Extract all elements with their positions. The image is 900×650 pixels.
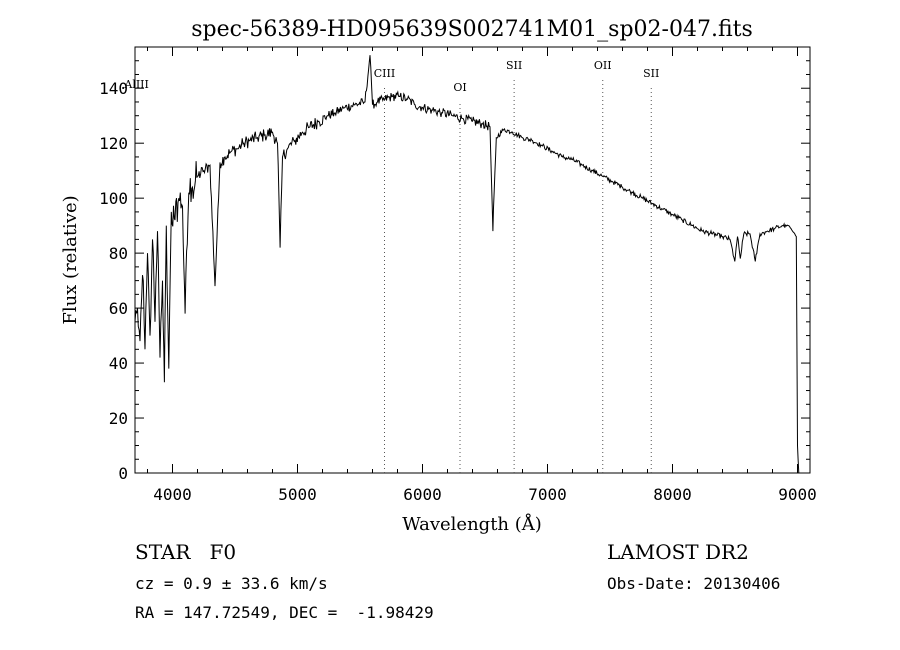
plot-border xyxy=(134,46,811,474)
survey-name: LAMOST DR2 xyxy=(607,540,749,564)
y-tick-labels: 0 20 40 60 80 100 120 140 xyxy=(99,79,128,483)
axis-ticks xyxy=(135,47,810,474)
annotation-label: AlIII xyxy=(123,78,149,91)
y-tick-label: 120 xyxy=(99,134,128,153)
y-tick-label: 80 xyxy=(109,244,128,263)
annotation-label: OI xyxy=(453,81,466,94)
obs-date-text: Obs-Date: 20130406 xyxy=(607,574,781,593)
annotation-label: OII xyxy=(594,59,612,72)
y-tick-label: 0 xyxy=(118,464,128,483)
coordinates-text: RA = 147.72549, DEC = -1.98429 xyxy=(135,603,434,622)
annotation-label: SII xyxy=(506,59,522,72)
line-annotations: AlIII CIII OI SII OII SII xyxy=(123,59,659,473)
redshift-text: cz = 0.9 ± 33.6 km/s xyxy=(135,574,328,593)
x-axis-label: Wavelength (Å) xyxy=(402,513,542,535)
x-tick-label: 5000 xyxy=(278,485,317,504)
x-tick-labels: 4000 5000 6000 7000 8000 9000 xyxy=(153,485,817,504)
x-tick-label: 9000 xyxy=(778,485,817,504)
y-tick-label: 20 xyxy=(109,409,128,428)
y-tick-label: 100 xyxy=(99,189,128,208)
x-tick-label: 6000 xyxy=(403,485,442,504)
annotation-label: CIII xyxy=(374,67,395,80)
x-tick-label: 8000 xyxy=(653,485,692,504)
y-axis-label: Flux (relative) xyxy=(60,195,81,324)
y-tick-label: 40 xyxy=(109,354,128,373)
chart-title: spec-56389-HD095639S002741M01_sp02-047.f… xyxy=(191,17,753,42)
plot-frame xyxy=(134,46,811,474)
y-tick-label: 60 xyxy=(109,299,128,318)
annotation-label: SII xyxy=(643,67,659,80)
x-tick-label: 4000 xyxy=(153,485,192,504)
y-tick-label: 140 xyxy=(99,79,128,98)
object-class: STAR F0 xyxy=(135,540,237,564)
x-tick-label: 7000 xyxy=(528,485,567,504)
spectrum-line xyxy=(134,55,800,474)
